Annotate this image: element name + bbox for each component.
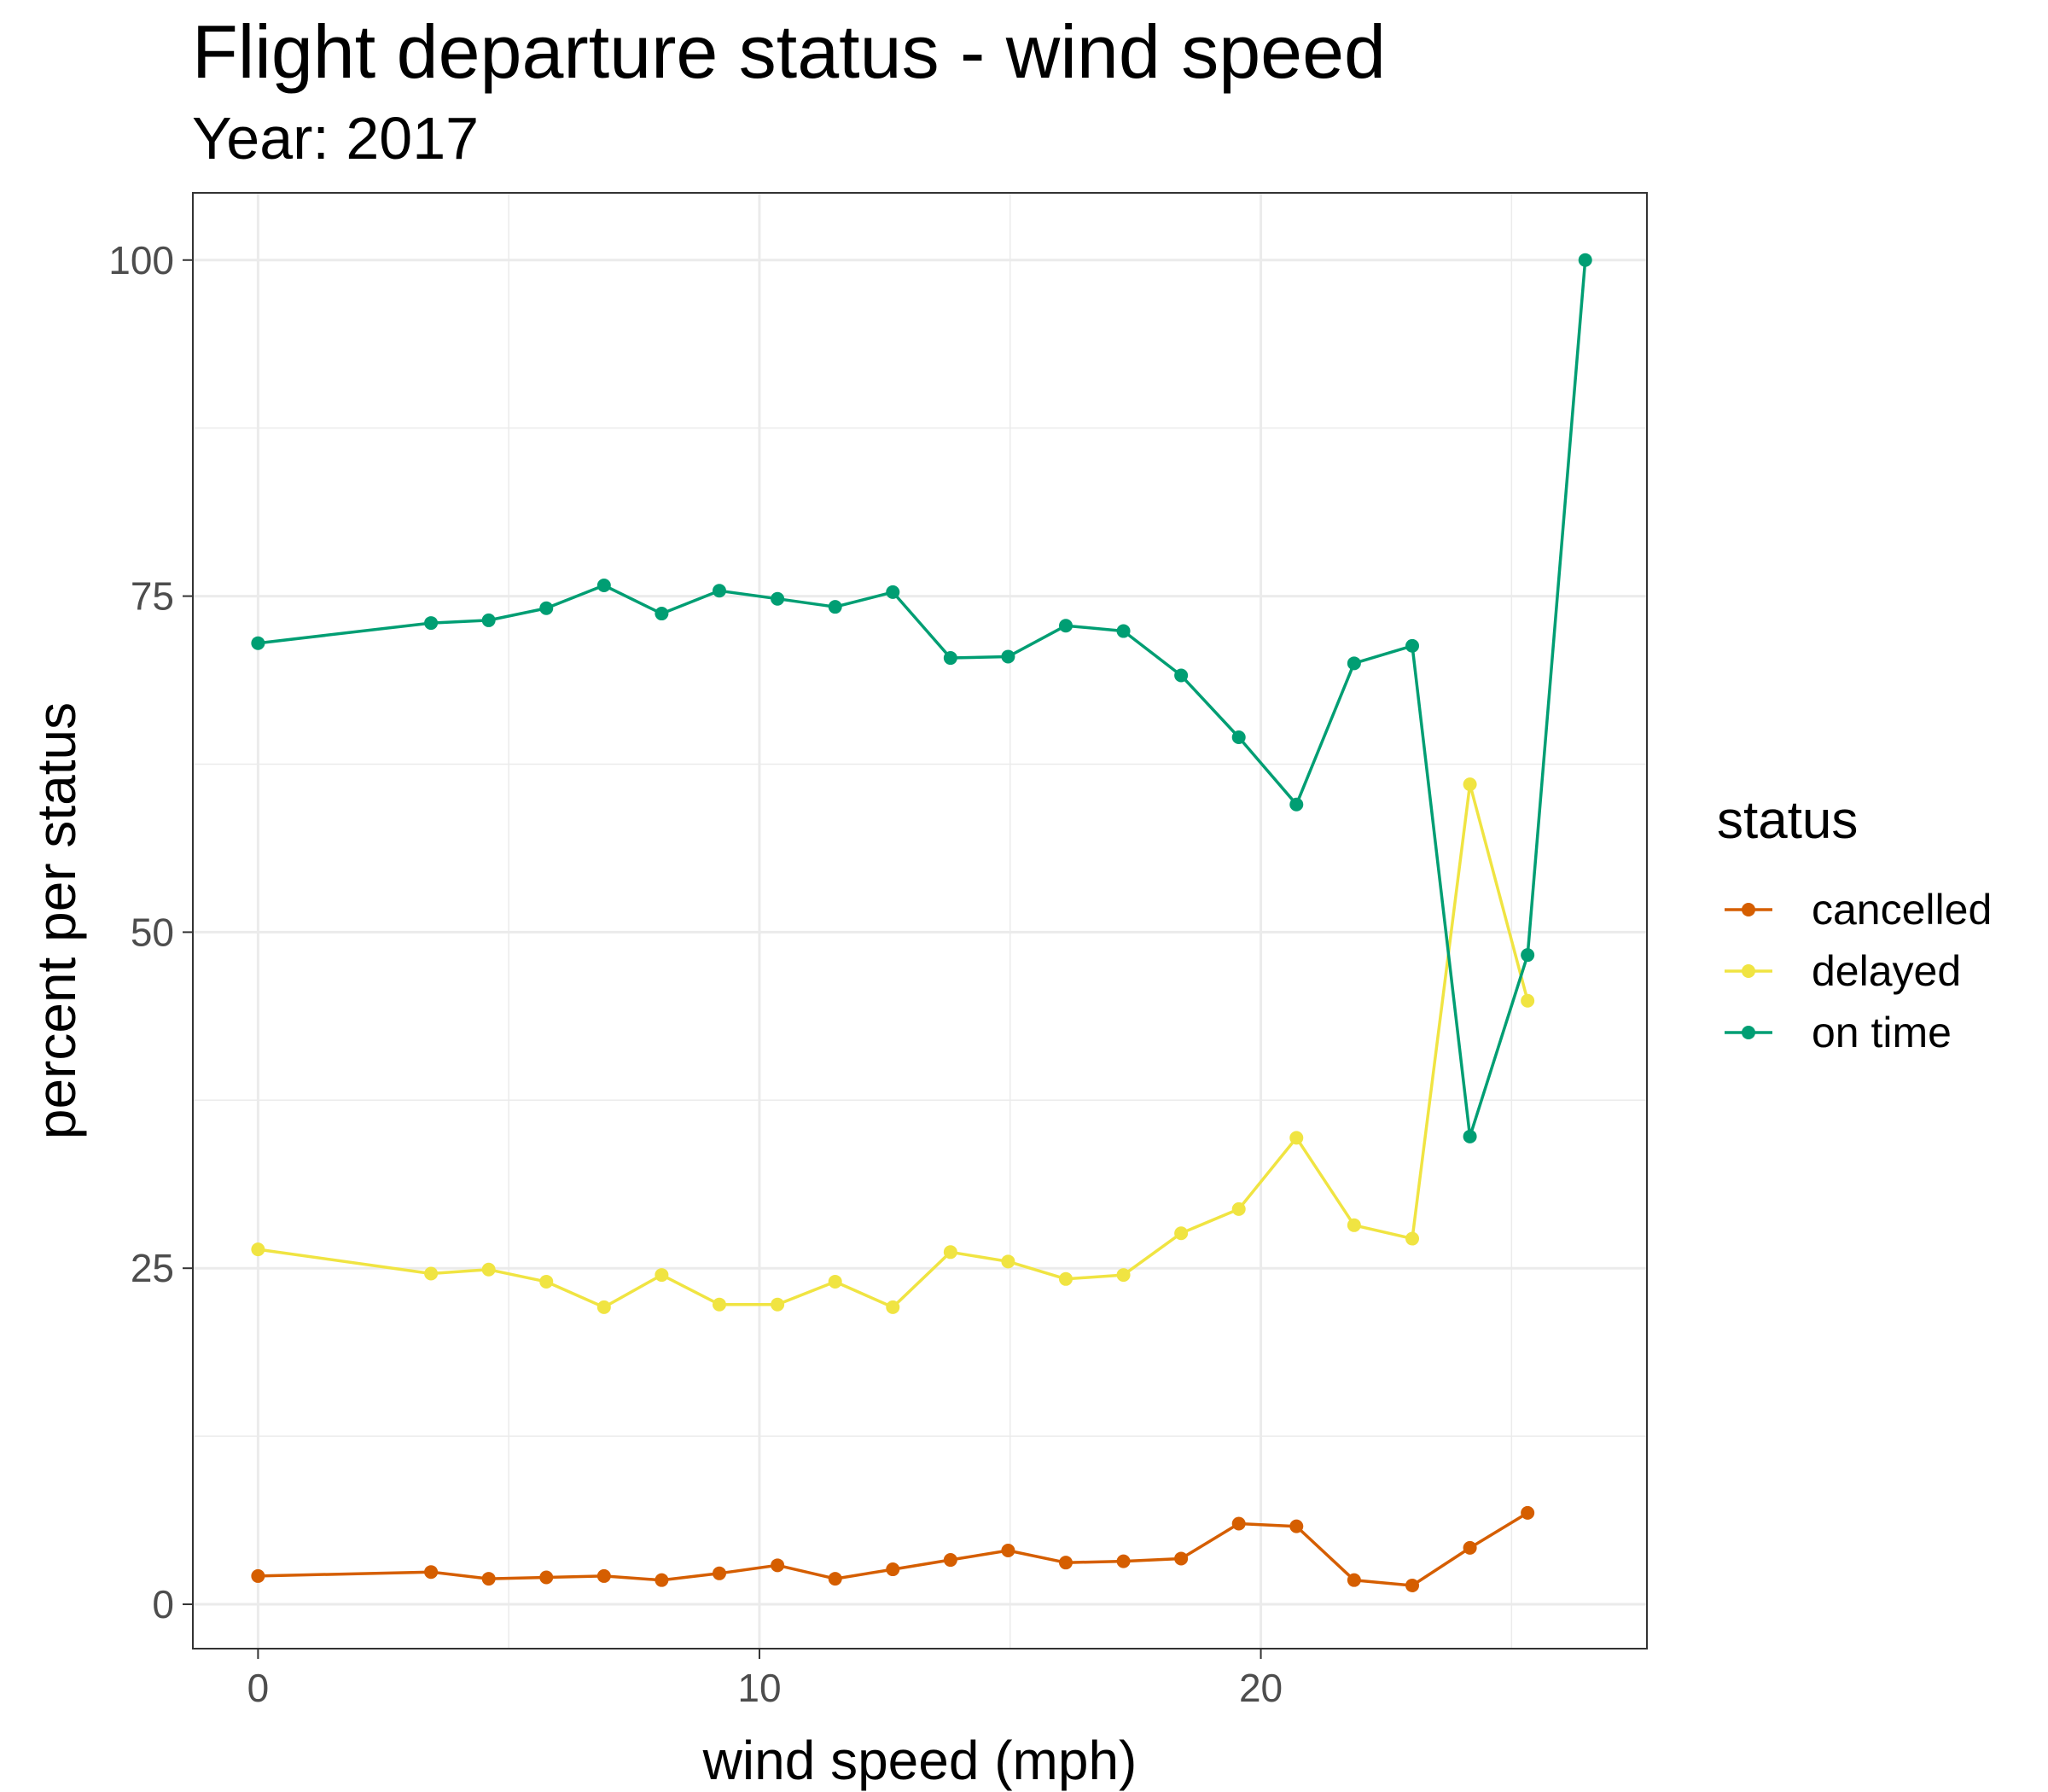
data-point-cancelled bbox=[1405, 1578, 1420, 1592]
data-point-on-time bbox=[1405, 638, 1420, 653]
legend-key-point-cancelled bbox=[1742, 903, 1755, 916]
legend-label-delayed: delayed bbox=[1812, 947, 1961, 995]
data-point-on-time bbox=[1116, 624, 1131, 638]
y-tick-label: 75 bbox=[131, 574, 174, 619]
legend-key-point-on-time bbox=[1742, 1026, 1755, 1039]
series-cancelled bbox=[251, 1505, 1535, 1592]
y-tick-label: 100 bbox=[108, 238, 174, 282]
data-point-delayed bbox=[1231, 1201, 1246, 1216]
legend-item-cancelled: cancelled bbox=[1725, 886, 1992, 934]
data-point-delayed bbox=[251, 1242, 265, 1257]
data-point-delayed bbox=[712, 1297, 726, 1312]
data-point-on-time bbox=[828, 600, 842, 614]
data-point-on-time bbox=[596, 578, 611, 592]
data-point-cancelled bbox=[1521, 1505, 1535, 1520]
data-point-cancelled bbox=[481, 1572, 496, 1586]
data-point-delayed bbox=[1405, 1231, 1420, 1246]
panel-border bbox=[192, 192, 1648, 1649]
data-point-delayed bbox=[1463, 777, 1477, 792]
data-point-on-time bbox=[481, 613, 496, 627]
data-point-cancelled bbox=[251, 1568, 265, 1583]
y-tick-label: 25 bbox=[131, 1246, 174, 1290]
x-tick-label: 20 bbox=[1239, 1666, 1283, 1710]
data-point-delayed bbox=[1521, 993, 1535, 1008]
data-point-cancelled bbox=[828, 1572, 842, 1586]
data-point-cancelled bbox=[1289, 1519, 1304, 1533]
data-point-cancelled bbox=[1116, 1554, 1131, 1568]
data-point-on-time bbox=[539, 601, 554, 615]
legend: status cancelled delayed on time bbox=[1717, 791, 1992, 1056]
data-point-cancelled bbox=[1058, 1556, 1073, 1570]
data-point-on-time bbox=[1289, 797, 1304, 812]
data-point-delayed bbox=[1174, 1226, 1189, 1241]
y-tick-label: 50 bbox=[131, 910, 174, 954]
legend-item-on-time: on time bbox=[1725, 1009, 1952, 1056]
legend-item-delayed: delayed bbox=[1725, 947, 1961, 995]
data-point-cancelled bbox=[596, 1568, 611, 1583]
data-point-on-time bbox=[886, 585, 900, 599]
legend-key-point-delayed bbox=[1742, 964, 1755, 978]
data-point-delayed bbox=[424, 1266, 439, 1281]
legend-title: status bbox=[1717, 791, 1858, 850]
data-point-cancelled bbox=[539, 1570, 554, 1585]
data-point-on-time bbox=[1174, 668, 1189, 683]
data-point-cancelled bbox=[1463, 1540, 1477, 1555]
minor-gridlines bbox=[193, 193, 1647, 1649]
data-point-on-time bbox=[1001, 649, 1015, 664]
data-point-delayed bbox=[1289, 1131, 1304, 1145]
data-point-cancelled bbox=[1347, 1573, 1361, 1587]
data-point-delayed bbox=[539, 1274, 554, 1289]
data-point-on-time bbox=[1231, 730, 1246, 744]
data-point-cancelled bbox=[886, 1562, 900, 1577]
data-point-cancelled bbox=[1231, 1516, 1246, 1531]
x-tick-label: 10 bbox=[737, 1666, 781, 1710]
data-point-on-time bbox=[712, 584, 726, 598]
axis-ticks: 0 10 20 0 25 50 75 100 bbox=[108, 238, 1283, 1710]
chart-subtitle: Year: 2017 bbox=[192, 105, 480, 172]
data-point-cancelled bbox=[771, 1558, 785, 1573]
data-point-cancelled bbox=[655, 1573, 669, 1587]
data-point-on-time bbox=[1463, 1129, 1477, 1143]
series-on-time bbox=[251, 253, 1592, 1143]
data-point-delayed bbox=[655, 1268, 669, 1283]
data-point-delayed bbox=[1347, 1218, 1361, 1232]
data-point-delayed bbox=[1116, 1268, 1131, 1283]
data-point-cancelled bbox=[943, 1553, 957, 1568]
chart-title: Flight departure status - wind speed bbox=[192, 9, 1386, 94]
series-line-delayed bbox=[258, 783, 1529, 1309]
data-point-delayed bbox=[1001, 1254, 1015, 1269]
data-point-on-time bbox=[655, 607, 669, 621]
data-point-on-time bbox=[424, 616, 439, 631]
data-point-cancelled bbox=[712, 1566, 726, 1580]
series-delayed bbox=[251, 777, 1535, 1314]
data-point-delayed bbox=[828, 1274, 842, 1289]
series-line-on-time bbox=[258, 259, 1587, 1138]
data-point-delayed bbox=[1058, 1271, 1073, 1286]
major-gridlines bbox=[193, 193, 1647, 1649]
data-point-cancelled bbox=[1174, 1551, 1189, 1566]
y-tick-label: 0 bbox=[152, 1582, 174, 1626]
data-point-on-time bbox=[251, 636, 265, 650]
data-point-cancelled bbox=[424, 1565, 439, 1580]
series-layer bbox=[251, 253, 1592, 1592]
x-axis-title: wind speed (mph) bbox=[702, 1730, 1137, 1791]
data-point-on-time bbox=[943, 651, 957, 666]
x-tick-label: 0 bbox=[247, 1666, 270, 1710]
legend-label-cancelled: cancelled bbox=[1812, 886, 1992, 934]
data-point-delayed bbox=[481, 1262, 496, 1277]
data-point-delayed bbox=[596, 1300, 611, 1314]
y-axis-title: percent per status bbox=[26, 702, 87, 1139]
data-point-delayed bbox=[943, 1245, 957, 1260]
data-point-on-time bbox=[1578, 253, 1592, 267]
data-point-cancelled bbox=[1001, 1544, 1015, 1558]
data-point-on-time bbox=[1521, 948, 1535, 963]
data-point-on-time bbox=[771, 591, 785, 606]
data-point-delayed bbox=[886, 1300, 900, 1314]
data-point-on-time bbox=[1058, 619, 1073, 633]
legend-label-on-time: on time bbox=[1812, 1009, 1952, 1056]
data-point-delayed bbox=[771, 1297, 785, 1312]
data-point-on-time bbox=[1347, 656, 1361, 671]
